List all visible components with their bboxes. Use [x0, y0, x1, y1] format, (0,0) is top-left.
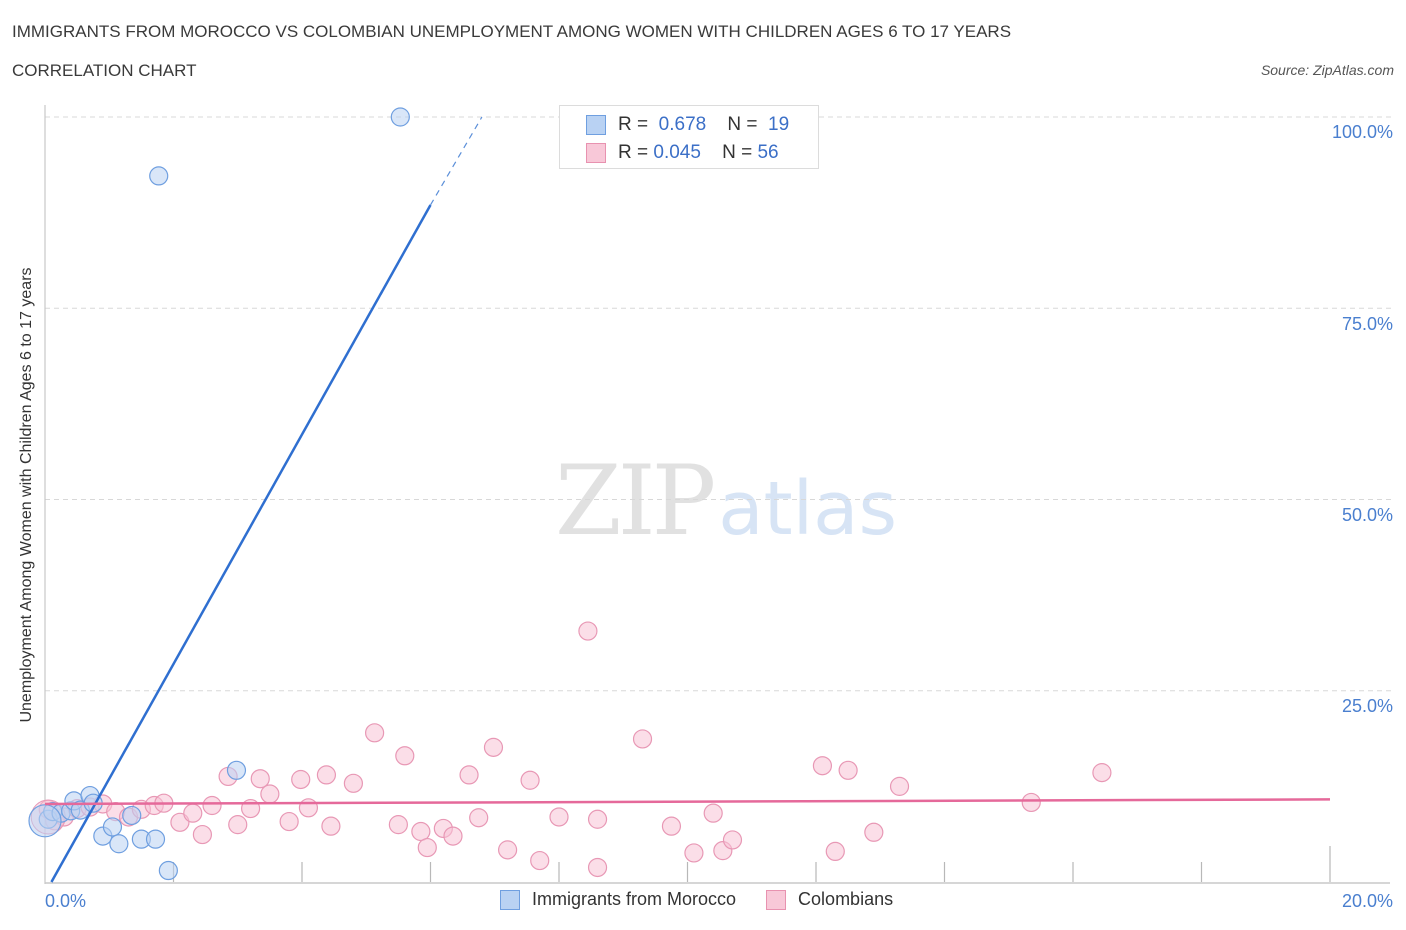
axes [44, 105, 1390, 884]
colombians-point [411, 821, 431, 842]
colombians-point [365, 723, 385, 743]
colombians-point [316, 765, 337, 785]
morocco-point [28, 804, 62, 838]
watermark-atlas: atlas [718, 466, 898, 552]
stats-row-morocco: R = 0.678 N = 19 [586, 113, 789, 137]
legend-label: Immigrants from Morocco [532, 889, 737, 909]
colombians-point [202, 795, 222, 816]
morocco-point [122, 805, 142, 826]
colombians-point [632, 729, 653, 749]
gridlines [45, 116, 1392, 692]
colombians-swatch [586, 143, 606, 163]
morocco-point [390, 107, 410, 127]
x-tick-20: 20.0% [1341, 891, 1393, 911]
r-value: 0.678 [658, 114, 707, 135]
morocco-point [158, 860, 178, 881]
morocco-point [149, 166, 169, 186]
colombians-point [250, 769, 270, 789]
y-tick-100: 100.0% [1331, 122, 1393, 142]
colombians-point [703, 803, 723, 823]
watermark-zip: ZIP [555, 445, 716, 557]
colombians-point [291, 769, 311, 790]
colombians-point [183, 803, 203, 823]
colombians-point [459, 765, 479, 785]
colombians-point [483, 737, 504, 757]
colombians-point [192, 824, 213, 845]
morocco-point [109, 834, 129, 854]
colombians-point [684, 843, 704, 863]
stats-legend: R = 0.678 N = 19 R = 0.045 N = 56 [559, 105, 819, 169]
morocco-point [145, 829, 166, 849]
colombians-point [388, 815, 408, 835]
colombians-point [443, 826, 463, 846]
colombians-point [343, 773, 363, 793]
colombians-point [530, 850, 550, 871]
series-morocco-points [28, 107, 410, 881]
colombians-point [812, 756, 833, 776]
colombians-point [1092, 763, 1112, 783]
stats-row-colombians: R = 0.045 N = 56 [586, 141, 779, 165]
morocco-point [226, 760, 247, 780]
colombians-swatch [766, 889, 787, 910]
legend-item-morocco[interactable]: Immigrants from Morocco [500, 889, 736, 910]
colombians-point [661, 816, 682, 836]
morocco-swatch [500, 889, 520, 910]
chart-subtitle: CORRELATION CHART [12, 61, 197, 80]
colombians-point [864, 822, 884, 842]
n-value: 56 [757, 142, 779, 163]
colombians-point [1021, 792, 1041, 813]
colombians-point [587, 809, 608, 829]
colombians-point [279, 811, 299, 832]
trendlines [44, 116, 1331, 883]
colombians-point [578, 621, 598, 641]
colombians-point [395, 746, 415, 766]
colombians-point [321, 816, 341, 836]
n-label: N = [722, 142, 753, 163]
n-label: N = [727, 114, 758, 135]
chart-title: IMMIGRANTS FROM MOROCCO VS COLOMBIAN UNE… [12, 22, 1012, 41]
morocco-trendline [50, 204, 432, 883]
colombians-point [228, 815, 248, 835]
colombians-point [520, 770, 540, 790]
y-axis-label: Unemployment Among Women with Children A… [18, 267, 35, 723]
morocco-swatch [586, 115, 606, 135]
colombians-point [549, 807, 569, 827]
legend-item-colombians[interactable]: Colombians [766, 889, 893, 910]
colombians-trendline [44, 798, 1331, 806]
watermark: ZIPatlas [555, 445, 897, 557]
r-value: 0.045 [653, 142, 701, 163]
colombians-point [498, 840, 518, 860]
colombians-point [825, 841, 845, 862]
n-value: 19 [768, 114, 790, 135]
r-label: R = [618, 142, 649, 163]
colombians-point [838, 760, 858, 780]
series-colombians-points [30, 621, 1112, 878]
x-tick-0: 0.0% [45, 891, 87, 911]
colombians-point [722, 830, 743, 850]
series-legend: Immigrants from Morocco Colombians [500, 889, 923, 910]
colombians-point [587, 857, 608, 878]
y-tick-25: 25.0% [1341, 696, 1393, 716]
legend-label: Colombians [798, 889, 894, 909]
colombians-point [298, 798, 319, 818]
morocco-point [102, 817, 123, 837]
colombians-point [469, 808, 489, 828]
morocco-trendline-extension [429, 116, 483, 206]
y-tick-75: 75.0% [1341, 314, 1393, 334]
colombians-point [417, 837, 437, 858]
colombians-point [889, 776, 910, 796]
y-tick-50: 50.0% [1341, 505, 1393, 525]
r-label: R = [618, 114, 649, 135]
source-label: Source: ZipAtlas.com [1260, 62, 1394, 78]
colombians-point [260, 784, 280, 804]
